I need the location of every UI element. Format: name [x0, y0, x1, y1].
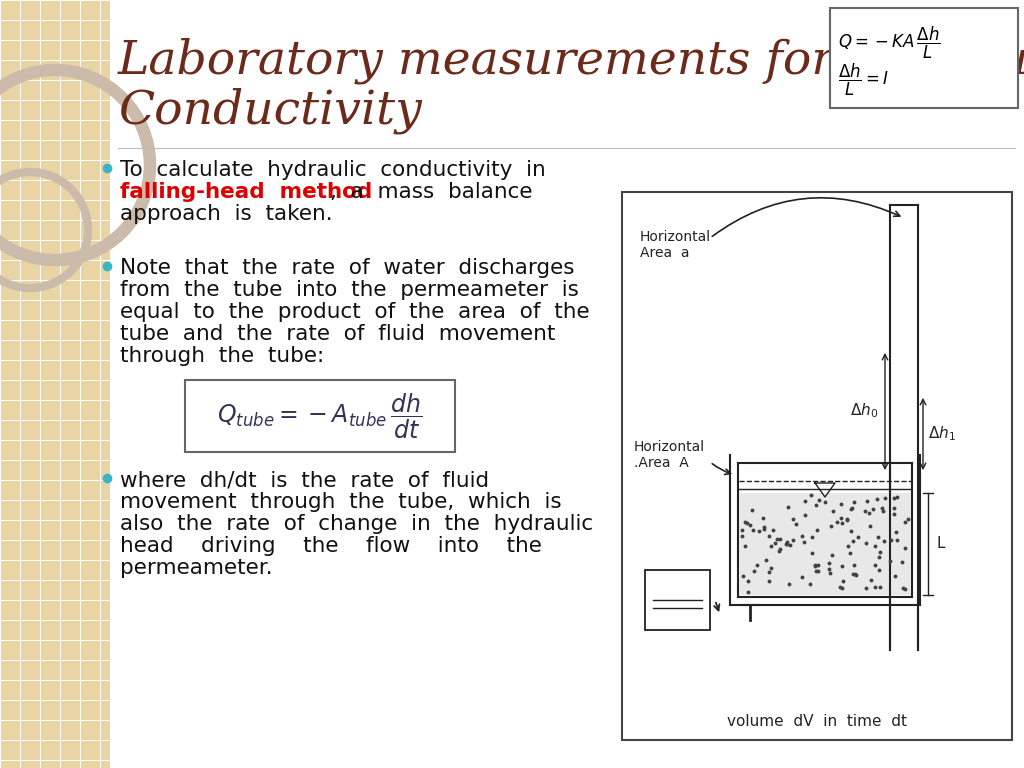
Bar — [645, 570, 710, 630]
Text: from  the  tube  into  the  permeameter  is: from the tube into the permeameter is — [120, 280, 579, 300]
Text: through  the  tube:: through the tube: — [120, 346, 325, 366]
Text: also  the  rate  of  change  in  the  hydraulic: also the rate of change in the hydraulic — [120, 514, 593, 534]
Text: tube  and  the  rate  of  fluid  movement: tube and the rate of fluid movement — [120, 324, 555, 344]
Text: ,  a  mass  balance: , a mass balance — [330, 182, 532, 202]
Text: $\mathit{Q}_{tube} = -\mathit{A}_{tube}\,\dfrac{dh}{dt}$: $\mathit{Q}_{tube} = -\mathit{A}_{tube}\… — [217, 392, 423, 441]
Text: $\Delta h_1$: $\Delta h_1$ — [928, 425, 955, 443]
Text: equal  to  the  product  of  the  area  of  the: equal to the product of the area of the — [120, 302, 590, 322]
Bar — [622, 192, 1012, 740]
Text: movement  through  the  tube,  which  is: movement through the tube, which is — [120, 492, 561, 512]
Text: Laboratory measurements for Hydraulic: Laboratory measurements for Hydraulic — [118, 38, 1024, 84]
Text: Horizontal: Horizontal — [634, 440, 706, 454]
Bar — [185, 380, 455, 452]
Text: volume  dV  in  time  dt: volume dV in time dt — [727, 714, 907, 730]
Text: permeameter.: permeameter. — [120, 558, 272, 578]
Text: falling-head  method: falling-head method — [120, 182, 373, 202]
Text: .Area  A: .Area A — [634, 456, 689, 470]
Text: Note  that  the  rate  of  water  discharges: Note that the rate of water discharges — [120, 258, 574, 278]
Text: where  dh/dt  is  the  rate  of  fluid: where dh/dt is the rate of fluid — [120, 470, 489, 490]
Text: head    driving    the    flow    into    the: head driving the flow into the — [120, 536, 542, 556]
Text: Area  a: Area a — [640, 246, 689, 260]
Text: To  calculate  hydraulic  conductivity  in: To calculate hydraulic conductivity in — [120, 160, 546, 180]
Text: $\dfrac{\Delta h}{L} = I$: $\dfrac{\Delta h}{L} = I$ — [838, 62, 889, 98]
Text: Horizontal: Horizontal — [640, 230, 711, 244]
Text: $\Delta h_0$: $\Delta h_0$ — [850, 402, 878, 420]
Text: $Q = -KA\,\dfrac{\Delta h}{L}$: $Q = -KA\,\dfrac{\Delta h}{L}$ — [838, 25, 941, 61]
Bar — [739, 493, 911, 595]
Text: approach  is  taken.: approach is taken. — [120, 204, 333, 224]
Text: Conductivity: Conductivity — [118, 88, 422, 134]
Bar — [830, 8, 1018, 108]
Text: L: L — [936, 537, 944, 551]
Bar — [0, 0, 110, 768]
